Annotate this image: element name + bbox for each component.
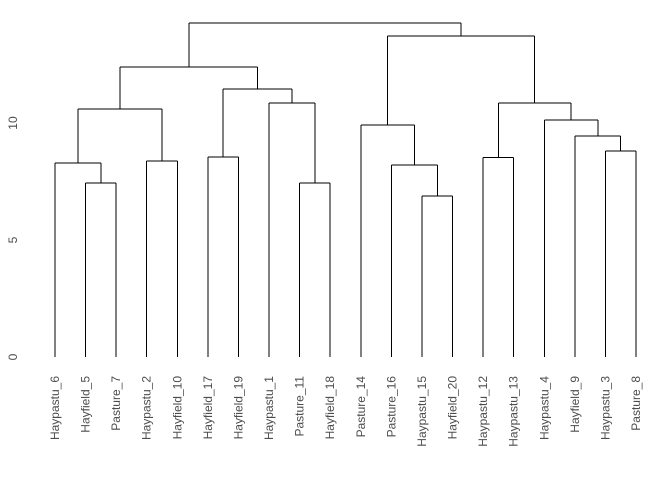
- leaf-label-haypastu_15: Haypastu_15: [415, 376, 429, 447]
- leaf-labels: Haypastu_6 Hayfield_5 Pasture_7 Haypastu_2 H…: [48, 376, 643, 447]
- leaf-label-hayfield_18: Hayfield_18: [323, 376, 337, 440]
- leaf-label-pasture_8: Pasture_8: [629, 376, 643, 431]
- y-axis-tick-label-10: 10: [6, 116, 20, 130]
- leaf-label-haypastu_13: Haypastu_13: [507, 376, 521, 447]
- y-axis-tick-label-5: 5: [6, 236, 20, 243]
- leaf-label-pasture_14: Pasture_14: [354, 376, 368, 438]
- leaf-label-haypastu_3: Haypastu_3: [598, 376, 612, 440]
- leaf-label-haypastu_12: Haypastu_12: [476, 376, 490, 447]
- y-axis-tick-label-0: 0: [6, 353, 20, 360]
- leaf-label-haypastu_6: Haypastu_6: [48, 376, 62, 440]
- leaf-label-hayfield_10: Hayfield_10: [170, 376, 184, 440]
- leaf-label-haypastu_4: Haypastu_4: [537, 376, 551, 440]
- leaf-label-haypastu_1: Haypastu_1: [262, 376, 276, 440]
- leaf-label-pasture_11: Pasture_11: [293, 376, 307, 437]
- leaf-label-haypastu_2: Haypastu_2: [140, 376, 154, 440]
- dendrogram-branches: [54, 22, 637, 357]
- leaf-label-pasture_7: Pasture_7: [109, 376, 123, 431]
- leaf-label-hayfield_19: Hayfield_19: [231, 376, 245, 440]
- leaf-label-hayfield_5: Hayfield_5: [79, 376, 93, 433]
- leaf-label-hayfield_9: Hayfield_9: [568, 376, 582, 433]
- leaf-label-pasture_16: Pasture_16: [384, 376, 398, 438]
- leaf-label-hayfield_17: Hayfield_17: [201, 376, 215, 440]
- y-axis: 0 5 10: [6, 116, 20, 360]
- leaf-label-hayfield_20: Hayfield_20: [446, 376, 460, 440]
